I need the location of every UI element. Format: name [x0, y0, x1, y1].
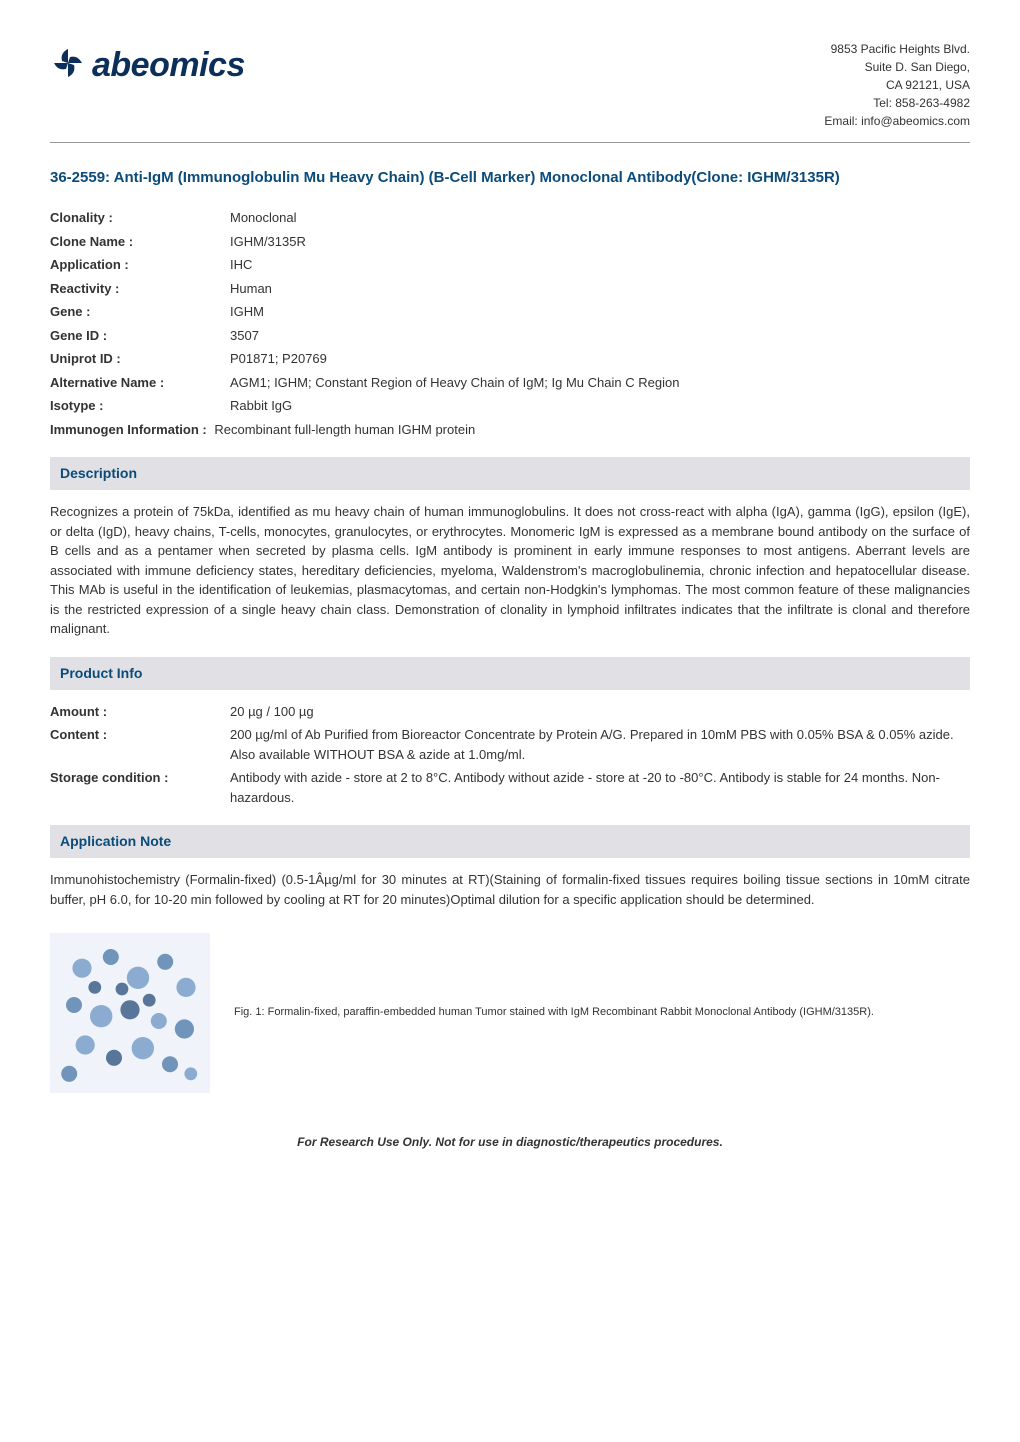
- spec-key: Clonality :: [50, 208, 230, 228]
- info-row: Storage condition : Antibody with azide …: [50, 768, 970, 807]
- figure-thumb: [50, 933, 210, 1093]
- product-title: 36-2559: Anti-IgM (Immunoglobulin Mu Hea…: [50, 167, 970, 188]
- spec-val: AGM1; IGHM; Constant Region of Heavy Cha…: [230, 373, 679, 393]
- spec-key: Immunogen Information :: [50, 422, 207, 437]
- immunogen-row: Immunogen Information : Recombinant full…: [50, 420, 970, 440]
- spec-key: Reactivity :: [50, 279, 230, 299]
- info-row: Content : 200 µg/ml of Ab Purified from …: [50, 725, 970, 764]
- spec-val: 3507: [230, 326, 259, 346]
- spec-key: Gene :: [50, 302, 230, 322]
- header: abeomics 9853 Pacific Heights Blvd. Suit…: [50, 40, 970, 143]
- tel-line: Tel: 858-263-4982: [824, 94, 970, 112]
- spec-val: P01871; P20769: [230, 349, 327, 369]
- section-header-description: Description: [50, 457, 970, 490]
- spec-row: Isotype : Rabbit IgG: [50, 396, 970, 416]
- spec-key: Application :: [50, 255, 230, 275]
- figure-row: Fig. 1: Formalin-fixed, paraffin-embedde…: [50, 933, 970, 1093]
- info-row: Amount : 20 µg / 100 µg: [50, 702, 970, 722]
- info-val: Antibody with azide - store at 2 to 8°C.…: [230, 768, 970, 807]
- spec-row: Gene ID : 3507: [50, 326, 970, 346]
- info-key: Amount :: [50, 702, 230, 722]
- footer-text: For Research Use Only. Not for use in di…: [50, 1133, 970, 1151]
- spec-row: Gene : IGHM: [50, 302, 970, 322]
- spec-key: Uniprot ID :: [50, 349, 230, 369]
- spec-key: Alternative Name :: [50, 373, 230, 393]
- address-line: 9853 Pacific Heights Blvd.: [824, 40, 970, 58]
- info-val: 20 µg / 100 µg: [230, 702, 314, 722]
- spec-row: Reactivity : Human: [50, 279, 970, 299]
- info-val: 200 µg/ml of Ab Purified from Bioreactor…: [230, 725, 970, 764]
- figure-caption: Fig. 1: Formalin-fixed, paraffin-embedde…: [234, 1005, 874, 1020]
- spec-row: Clonality : Monoclonal: [50, 208, 970, 228]
- spec-key: Isotype :: [50, 396, 230, 416]
- address-line: Suite D. San Diego,: [824, 58, 970, 76]
- spec-val: Human: [230, 279, 272, 299]
- info-key: Storage condition :: [50, 768, 230, 807]
- pinwheel-icon: [50, 45, 86, 87]
- address-line: CA 92121, USA: [824, 76, 970, 94]
- info-key: Content :: [50, 725, 230, 764]
- company-info: 9853 Pacific Heights Blvd. Suite D. San …: [824, 40, 970, 130]
- product-info-table: Amount : 20 µg / 100 µg Content : 200 µg…: [50, 702, 970, 808]
- spec-row: Alternative Name : AGM1; IGHM; Constant …: [50, 373, 970, 393]
- application-note-text: Immunohistochemistry (Formalin-fixed) (0…: [50, 870, 970, 909]
- spec-val: Rabbit IgG: [230, 396, 292, 416]
- spec-row: Clone Name : IGHM/3135R: [50, 232, 970, 252]
- spec-val: IHC: [230, 255, 252, 275]
- section-header-product-info: Product Info: [50, 657, 970, 690]
- spec-row: Application : IHC: [50, 255, 970, 275]
- email-line: Email: info@abeomics.com: [824, 112, 970, 130]
- spec-val: IGHM: [230, 302, 264, 322]
- logo-text: abeomics: [92, 40, 245, 91]
- spec-key: Gene ID :: [50, 326, 230, 346]
- spec-row: Uniprot ID : P01871; P20769: [50, 349, 970, 369]
- logo: abeomics: [50, 40, 245, 91]
- specs-table: Clonality : Monoclonal Clone Name : IGHM…: [50, 208, 970, 439]
- spec-key: Clone Name :: [50, 232, 230, 252]
- spec-val: Recombinant full-length human IGHM prote…: [214, 422, 475, 437]
- description-text: Recognizes a protein of 75kDa, identifie…: [50, 502, 970, 639]
- section-header-application-note: Application Note: [50, 825, 970, 858]
- spec-val: IGHM/3135R: [230, 232, 306, 252]
- spec-val: Monoclonal: [230, 208, 297, 228]
